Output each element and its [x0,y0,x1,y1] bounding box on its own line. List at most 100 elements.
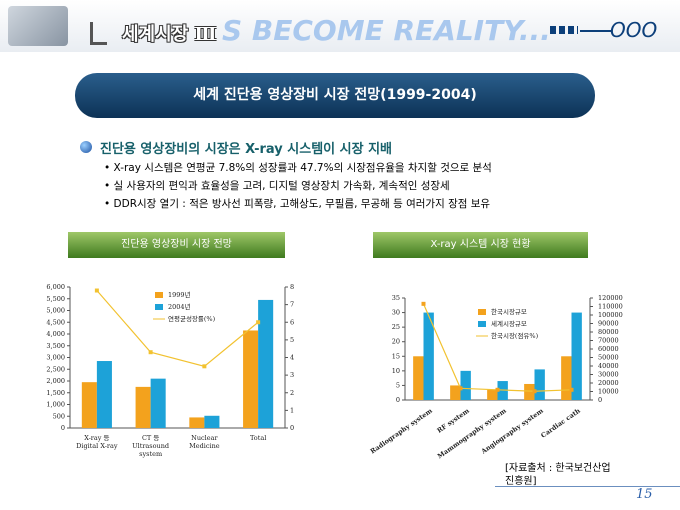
y2-tick-label: 3 [290,371,294,379]
x-tick-label: Angiography system [479,407,545,456]
y-tick-label: 5,500 [46,295,65,303]
y-tick-label: 25 [392,323,400,331]
bar [450,385,461,400]
y-tick-label: 5 [396,381,400,389]
banner: 세계 진단용 영상장비 시장 전망(1999-2004) [75,73,595,118]
bar [534,369,545,400]
y-tick-label: 35 [392,294,400,302]
y-tick-label: 1,000 [46,401,65,409]
marker [421,301,426,306]
legend-swatch [155,304,163,310]
legend-swatch [478,309,486,315]
source: [자료출처 : 한국보건산업진흥원] [505,463,611,487]
bullet: • DDR시장 열기 : 적은 방사선 피폭량, 고해상도, 무필름, 무공해 … [104,198,491,210]
legend-label: 한국시장규모 [491,307,527,316]
y-tick-label: 500 [53,412,65,420]
device-image [8,6,68,46]
marker [532,389,537,394]
marker [202,364,207,369]
bar [487,389,498,400]
marker [569,387,574,392]
y2-tick-label: 2 [290,389,294,397]
y-tick-label: 0 [61,424,65,432]
bar [189,417,205,428]
y2-tick-label: 60000 [598,345,619,353]
logo: OOO [610,18,658,42]
bar [204,415,220,428]
x-tick-label: Total [250,434,266,442]
marker [94,288,99,293]
legend-label: 연평균성장률(%) [168,314,216,323]
bar [571,312,582,400]
x-tick-label: Cardiac cath [539,407,582,440]
x-tick-label: Ultrasound [132,442,169,450]
y2-tick-label: 20000 [598,379,619,387]
y2-tick-label: 90000 [598,320,619,328]
y-tick-label: 3,500 [46,342,65,350]
line [96,290,259,367]
bar [81,382,97,428]
y-tick-label: 20 [392,338,400,346]
y2-tick-label: 0 [290,424,294,432]
bar [460,370,471,400]
heading-bullet [80,141,92,153]
bar [135,386,151,428]
y2-tick-label: 80000 [598,328,619,336]
bar [524,383,535,400]
x-tick-label: Mammography system [436,407,508,461]
y-tick-label: 30 [392,309,400,317]
y2-tick-label: 4 [290,354,294,362]
header-rule [90,22,107,45]
legend-label: 1999년 [168,290,191,299]
bar [413,356,424,400]
y2-tick-label: 6 [290,318,294,326]
y2-tick-label: 100000 [598,311,623,319]
x-tick-label: Medicine [189,442,220,450]
bullet-text: 실 사용자의 편익과 효율성을 고려, 디지털 영상장치 가속화, 계속적인 성… [113,180,450,192]
legend-swatch [478,321,486,327]
y-tick-label: 1,500 [46,389,65,397]
section-label: X-ray 시스템 시장 현황 [373,232,588,258]
marker [458,386,463,391]
marker [495,387,500,392]
y2-tick-label: 10000 [598,388,619,396]
bullet: • X-ray 시스템은 연평균 7.8%의 성장률과 47.7%의 시장점유율… [104,162,492,174]
bar [561,356,572,400]
bar [150,378,166,428]
y-tick-label: 2,500 [46,365,65,373]
y-tick-label: 4,500 [46,318,65,326]
line [422,303,572,392]
header-bars [550,26,578,34]
y2-tick-label: 40000 [598,362,619,370]
legend-label: 한국시장(점유%) [491,331,539,340]
header-line [580,30,612,32]
bullet: • 실 사용자의 편익과 효율성을 고려, 디지털 영상장치 가속화, 계속적인… [104,180,450,192]
x-tick-label: RF system [436,407,471,435]
y2-tick-label: 50000 [598,354,619,362]
legend-label: 세계시장규모 [491,319,527,328]
x-tick-label: X-ray 등 [84,434,109,442]
y-tick-label: 2,000 [46,377,65,385]
bullet-text: X-ray 시스템은 연평균 7.8%의 성장률과 47.7%의 시장점유율을 … [113,162,492,174]
legend-swatch [155,292,163,298]
bullet-text: DDR시장 열기 : 적은 방사선 피폭량, 고해상도, 무필름, 무공해 등 … [113,198,491,210]
y2-tick-label: 1 [290,406,294,414]
y2-tick-label: 120000 [598,294,623,302]
x-tick-label: Digital X-ray [76,442,118,450]
y-tick-label: 5,000 [46,307,65,315]
y-tick-label: 10 [392,367,400,375]
y-tick-label: 15 [392,352,400,360]
heading: 진단용 영상장비의 시장은 X-ray 시스템이 시장 지배 [100,142,393,157]
page-number: 15 [636,487,653,502]
y2-tick-label: 110000 [598,303,623,311]
x-tick-label: Radiography system [369,407,434,456]
y2-tick-label: 7 [290,301,294,309]
footer-line [495,486,680,487]
bar [258,299,274,428]
bar [96,361,112,428]
y2-tick-label: 5 [290,336,294,344]
y-tick-label: 3,000 [46,354,65,362]
x-tick-label: system [139,450,162,458]
